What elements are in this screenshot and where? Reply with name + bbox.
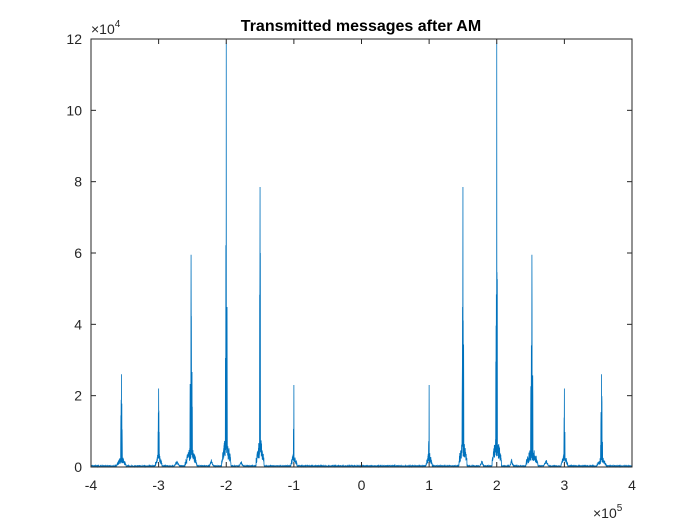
x-tick-label: -3 <box>152 477 165 493</box>
y-tick-label: 8 <box>74 174 82 190</box>
x-tick-label: 1 <box>425 477 433 493</box>
x-tick-label: 3 <box>560 477 568 493</box>
y-exponent-label: ×104 <box>91 19 121 37</box>
y-tick-label: 12 <box>66 31 82 47</box>
x-exponent-power: 5 <box>617 503 623 514</box>
x-tick-label: 4 <box>628 477 636 493</box>
x-tick-label: -4 <box>85 477 98 493</box>
y-tick-label: 4 <box>74 316 82 332</box>
x-exponent-label: ×105 <box>593 503 623 521</box>
x-tick-label: 0 <box>358 477 366 493</box>
y-tick-label: 6 <box>74 245 82 261</box>
y-tick-label: 2 <box>74 388 82 404</box>
y-exponent-base: ×10 <box>91 21 115 37</box>
x-tick-label: -1 <box>288 477 301 493</box>
x-tick-label: -2 <box>220 477 233 493</box>
x-exponent-base: ×10 <box>593 505 617 521</box>
y-tick-label: 10 <box>66 102 82 118</box>
axes-background <box>91 39 632 467</box>
y-exponent-power: 4 <box>115 19 121 30</box>
y-tick-label: 0 <box>74 459 82 475</box>
chart-title: Transmitted messages after AM <box>241 18 481 35</box>
x-tick-label: 2 <box>493 477 501 493</box>
